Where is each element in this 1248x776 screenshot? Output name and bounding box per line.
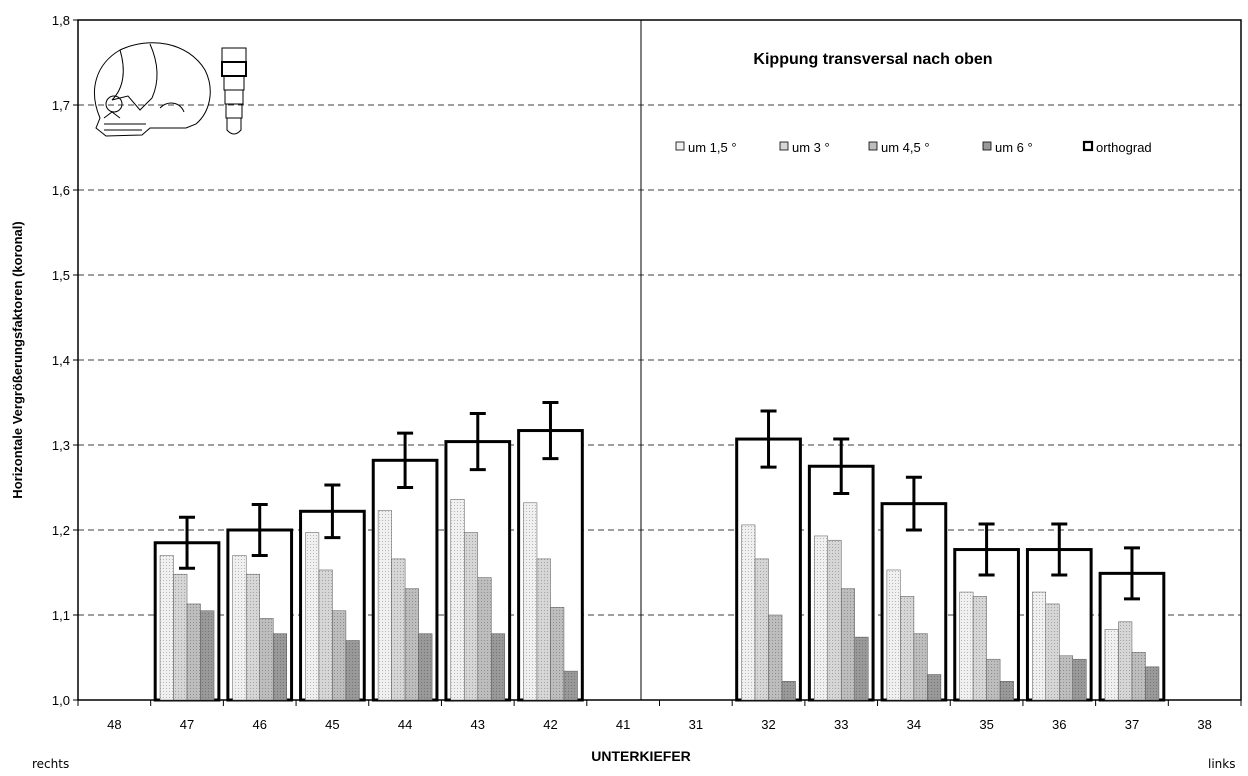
bar-texture xyxy=(273,633,287,700)
legend-label: orthograd xyxy=(1096,140,1152,155)
x-tick-label: 46 xyxy=(252,717,266,732)
x-tick-label: 32 xyxy=(761,717,775,732)
x-tick-label: 31 xyxy=(689,717,703,732)
bar-texture xyxy=(536,558,551,700)
bar-texture xyxy=(550,607,564,700)
bar-texture xyxy=(563,671,578,700)
bar-texture xyxy=(854,637,869,700)
bar-texture xyxy=(160,555,174,700)
bar-texture xyxy=(1045,603,1060,700)
bar-texture xyxy=(827,540,842,700)
bar-texture xyxy=(959,592,974,700)
bar-texture xyxy=(768,615,783,700)
x-tick-label: 43 xyxy=(471,717,485,732)
bar-texture xyxy=(814,535,828,700)
bar-texture xyxy=(173,574,188,700)
bar-texture xyxy=(405,588,419,700)
bar-texture xyxy=(986,659,1001,700)
bar-texture xyxy=(305,532,319,700)
bar-texture xyxy=(1059,655,1073,700)
bar-texture xyxy=(927,674,941,700)
x-tick-label: 37 xyxy=(1125,717,1139,732)
bar-texture xyxy=(187,603,201,700)
x-tick-label: 42 xyxy=(543,717,557,732)
legend-swatch xyxy=(675,141,685,151)
bar-texture xyxy=(259,618,274,700)
bar-texture xyxy=(378,510,392,700)
legend: um 1,5 ° um 3 ° um 4,5 ° um 6 ° orthograd xyxy=(675,140,1152,155)
y-tick-label: 1,0 xyxy=(52,693,70,708)
y-tick-label: 1,2 xyxy=(52,523,70,538)
y-tick-label: 1,3 xyxy=(52,438,70,453)
legend-label: um 3 ° xyxy=(792,140,830,155)
bar-texture xyxy=(741,524,756,700)
legend-swatch xyxy=(982,141,992,151)
x-tick-label: 47 xyxy=(180,717,194,732)
legend-label: um 6 ° xyxy=(995,140,1033,155)
x-tick-label: 38 xyxy=(1197,717,1211,732)
bar-texture xyxy=(1032,592,1046,700)
bar-texture xyxy=(886,569,901,700)
bar-texture xyxy=(345,640,360,700)
x-tick-label: 35 xyxy=(979,717,993,732)
bar-texture xyxy=(332,610,346,700)
bar-texture xyxy=(755,558,769,700)
x-tick-label: 34 xyxy=(907,717,921,732)
legend-label: um 4,5 ° xyxy=(881,140,930,155)
y-axis-label: Horizontale Vergrößerungsfaktoren (koron… xyxy=(10,221,25,498)
x-tick-label: 36 xyxy=(1052,717,1066,732)
instrument-illustration xyxy=(221,47,247,135)
bar-texture xyxy=(232,555,247,700)
bar-texture xyxy=(318,569,333,700)
y-tick-label: 1,1 xyxy=(52,608,70,623)
x-tick-label: 33 xyxy=(834,717,848,732)
bar-texture xyxy=(1072,659,1087,700)
bar-texture xyxy=(200,610,215,700)
bar-texture xyxy=(1131,652,1146,700)
x-tick-label: 45 xyxy=(325,717,339,732)
bar-texture xyxy=(1118,621,1132,700)
bar-texture xyxy=(418,633,433,700)
bar-texture xyxy=(900,596,914,700)
bar-texture xyxy=(913,633,928,700)
bar-texture xyxy=(246,574,260,700)
bar-texture xyxy=(523,502,537,700)
bar-texture xyxy=(1145,666,1159,700)
bar-texture xyxy=(1000,681,1014,700)
skull-illustration xyxy=(93,42,211,137)
legend-swatch xyxy=(1082,140,1094,152)
x-tick-label: 44 xyxy=(398,717,412,732)
bar-texture xyxy=(391,558,406,700)
chart-title: Kippung transversal nach oben xyxy=(753,51,992,68)
x-tick-label: 41 xyxy=(616,717,630,732)
y-tick-label: 1,6 xyxy=(52,183,70,198)
x-axis-label: UNTERKIEFER xyxy=(591,748,691,764)
left-side-label: rechts xyxy=(32,757,69,771)
right-side-label: links xyxy=(1208,757,1235,771)
y-tick-label: 1,8 xyxy=(52,13,70,28)
axes-layer: 1,0 1,1 1,2 1,3 1,4 1,5 1,6 1,7 1,8 48 47 46 45 44 43 4… xyxy=(52,13,1242,732)
y-tick-label: 1,5 xyxy=(52,268,70,283)
bar-texture xyxy=(973,596,987,700)
bar-texture xyxy=(450,499,465,700)
x-tick-label: 48 xyxy=(107,717,121,732)
bar-texture xyxy=(841,588,855,700)
bar-texture xyxy=(1104,629,1119,700)
bar-texture xyxy=(477,577,492,700)
y-tick-label: 1,4 xyxy=(52,353,70,368)
error-bars-layer xyxy=(179,401,1140,601)
legend-label: um 1,5 ° xyxy=(688,140,737,155)
legend-swatch xyxy=(779,141,789,151)
y-tick-label: 1,7 xyxy=(52,98,70,113)
bar-texture xyxy=(491,633,505,700)
bar-texture xyxy=(782,681,796,700)
bar-texture xyxy=(464,532,478,700)
legend-swatch xyxy=(868,141,878,151)
